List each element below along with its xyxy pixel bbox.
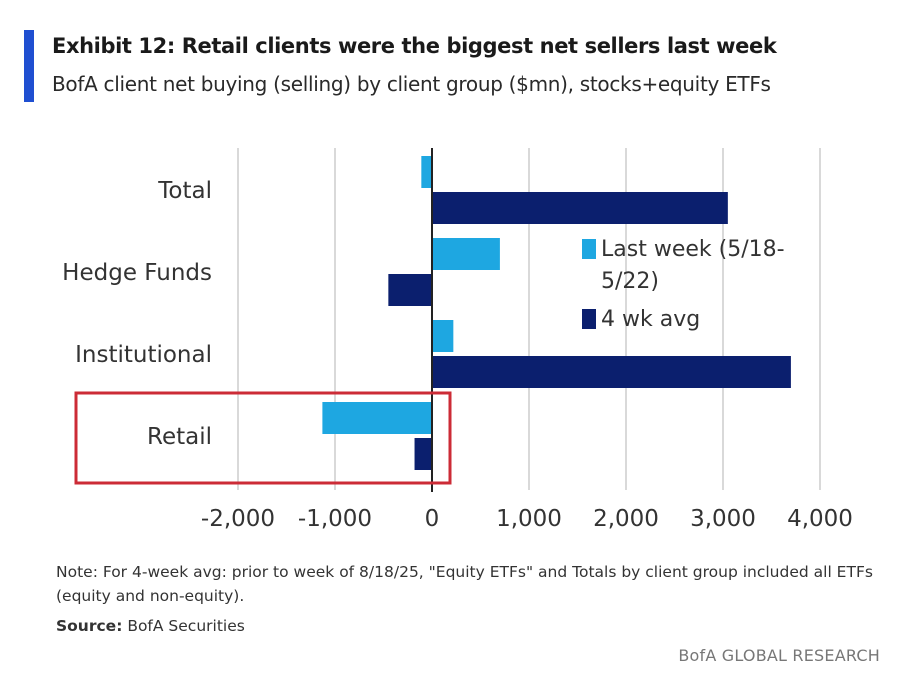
title-accent-bar [24, 30, 34, 102]
bars [322, 156, 791, 470]
highlight-box-retail [74, 391, 452, 485]
legend: Last week (5/18- 5/22) 4 wk avg [582, 237, 785, 332]
bar-hedge-funds-last-week [432, 238, 500, 270]
category-label-institutional: Institutional [75, 342, 212, 368]
x-tick-label-6: 4,000 [787, 506, 853, 532]
bar-retail-4wk-avg [414, 438, 432, 470]
x-tick-label-5: 3,000 [690, 506, 756, 532]
chart-subtitle: BofA client net buying (selling) by clie… [52, 72, 771, 96]
source-text: BofA Securities [122, 617, 245, 635]
legend-swatch-last-week [582, 239, 596, 259]
legend-label-4wk-avg-0: 4 wk avg [601, 307, 700, 332]
chart-note: Note: For 4-week avg: prior to week of 8… [56, 563, 873, 605]
bar-institutional-4wk-avg [432, 356, 791, 388]
x-tick-label-3: 1,000 [496, 506, 562, 532]
x-tick-label-1: -1,000 [298, 506, 372, 532]
category-label-retail: Retail [147, 424, 212, 450]
x-tick-label-4: 2,000 [593, 506, 659, 532]
legend-label-last-week-1: 5/22) [601, 269, 659, 294]
category-labels: Total Hedge Funds Institutional Retail [62, 178, 212, 450]
bar-total-4wk-avg [432, 192, 728, 224]
x-tick-label-2: 0 [425, 506, 440, 532]
x-tick-label-0: -2,000 [201, 506, 275, 532]
legend-swatch-4wk-avg [582, 309, 596, 329]
legend-label-last-week-0: Last week (5/18- [601, 237, 785, 262]
x-tick-labels: -2,000 -1,000 0 1,000 2,000 3,000 4,000 [201, 506, 853, 532]
bar-institutional-last-week [432, 320, 454, 352]
retail-highlight-box [74, 391, 452, 485]
chart-source: Source: BofA Securities [56, 617, 245, 635]
chart-title: Exhibit 12: Retail clients were the bigg… [52, 34, 777, 58]
bar-retail-last-week [322, 402, 432, 434]
category-label-total: Total [157, 178, 212, 204]
category-label-hedge-funds: Hedge Funds [62, 260, 212, 286]
bar-hedge-funds-4wk-avg [388, 274, 432, 306]
source-label: Source: [56, 617, 123, 635]
branding: BofA GLOBAL RESEARCH [678, 646, 880, 665]
bar-total-last-week [421, 156, 432, 188]
